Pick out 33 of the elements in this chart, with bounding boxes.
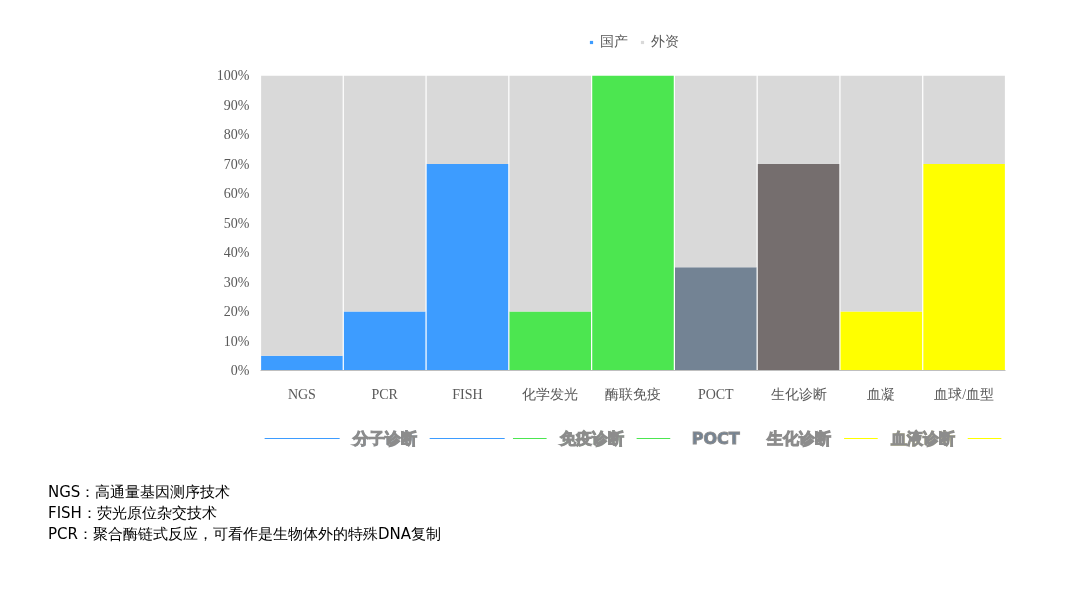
bar bbox=[426, 164, 509, 371]
x-tick-label: FISH bbox=[452, 386, 483, 402]
x-tick-label: 血凝 bbox=[867, 386, 896, 402]
text: 生化诊断 bbox=[765, 429, 831, 448]
text: 分子诊断 bbox=[351, 429, 417, 448]
text: FISH：荧光原位杂交技术 bbox=[48, 503, 218, 524]
y-tick-label: 100% bbox=[216, 68, 250, 83]
bar bbox=[675, 267, 757, 371]
y-tick-label: 40% bbox=[223, 245, 250, 260]
x-tick-label: 生化诊断 bbox=[770, 386, 827, 402]
y-tick-label: 80% bbox=[223, 127, 250, 142]
text: 免疫诊断 bbox=[558, 429, 624, 448]
x-tick-label: 血球/血型 bbox=[934, 386, 995, 402]
legend-label: 国产 bbox=[599, 33, 628, 51]
y-tick-label: 10% bbox=[223, 333, 250, 349]
y-tick-label: 0% bbox=[230, 363, 250, 378]
x-tick-label: PCR bbox=[371, 386, 399, 402]
y-tick-label: 20% bbox=[223, 304, 250, 319]
text: NGS：高通量基因测序技术 bbox=[48, 482, 232, 503]
y-tick-label: 70% bbox=[223, 156, 250, 172]
bar bbox=[757, 164, 840, 371]
x-tick-label: NGS bbox=[287, 386, 316, 402]
x-tick-label: POCT bbox=[697, 386, 735, 402]
y-tick-label: 60% bbox=[223, 186, 250, 201]
x-tick-label: 化学发光 bbox=[522, 386, 579, 402]
text: PCR：聚合酶链式反应，可看作是生物体外的特殊DNA复制 bbox=[48, 524, 441, 545]
y-tick-label: 90% bbox=[223, 97, 250, 113]
legend-label: 外资 bbox=[650, 33, 679, 51]
text: 血液诊断 bbox=[889, 429, 955, 448]
y-tick-label: 50% bbox=[223, 215, 250, 231]
text: POCT bbox=[691, 429, 740, 448]
y-tick-label: 30% bbox=[223, 274, 250, 290]
x-tick-label: 酶联免疫 bbox=[605, 386, 661, 402]
